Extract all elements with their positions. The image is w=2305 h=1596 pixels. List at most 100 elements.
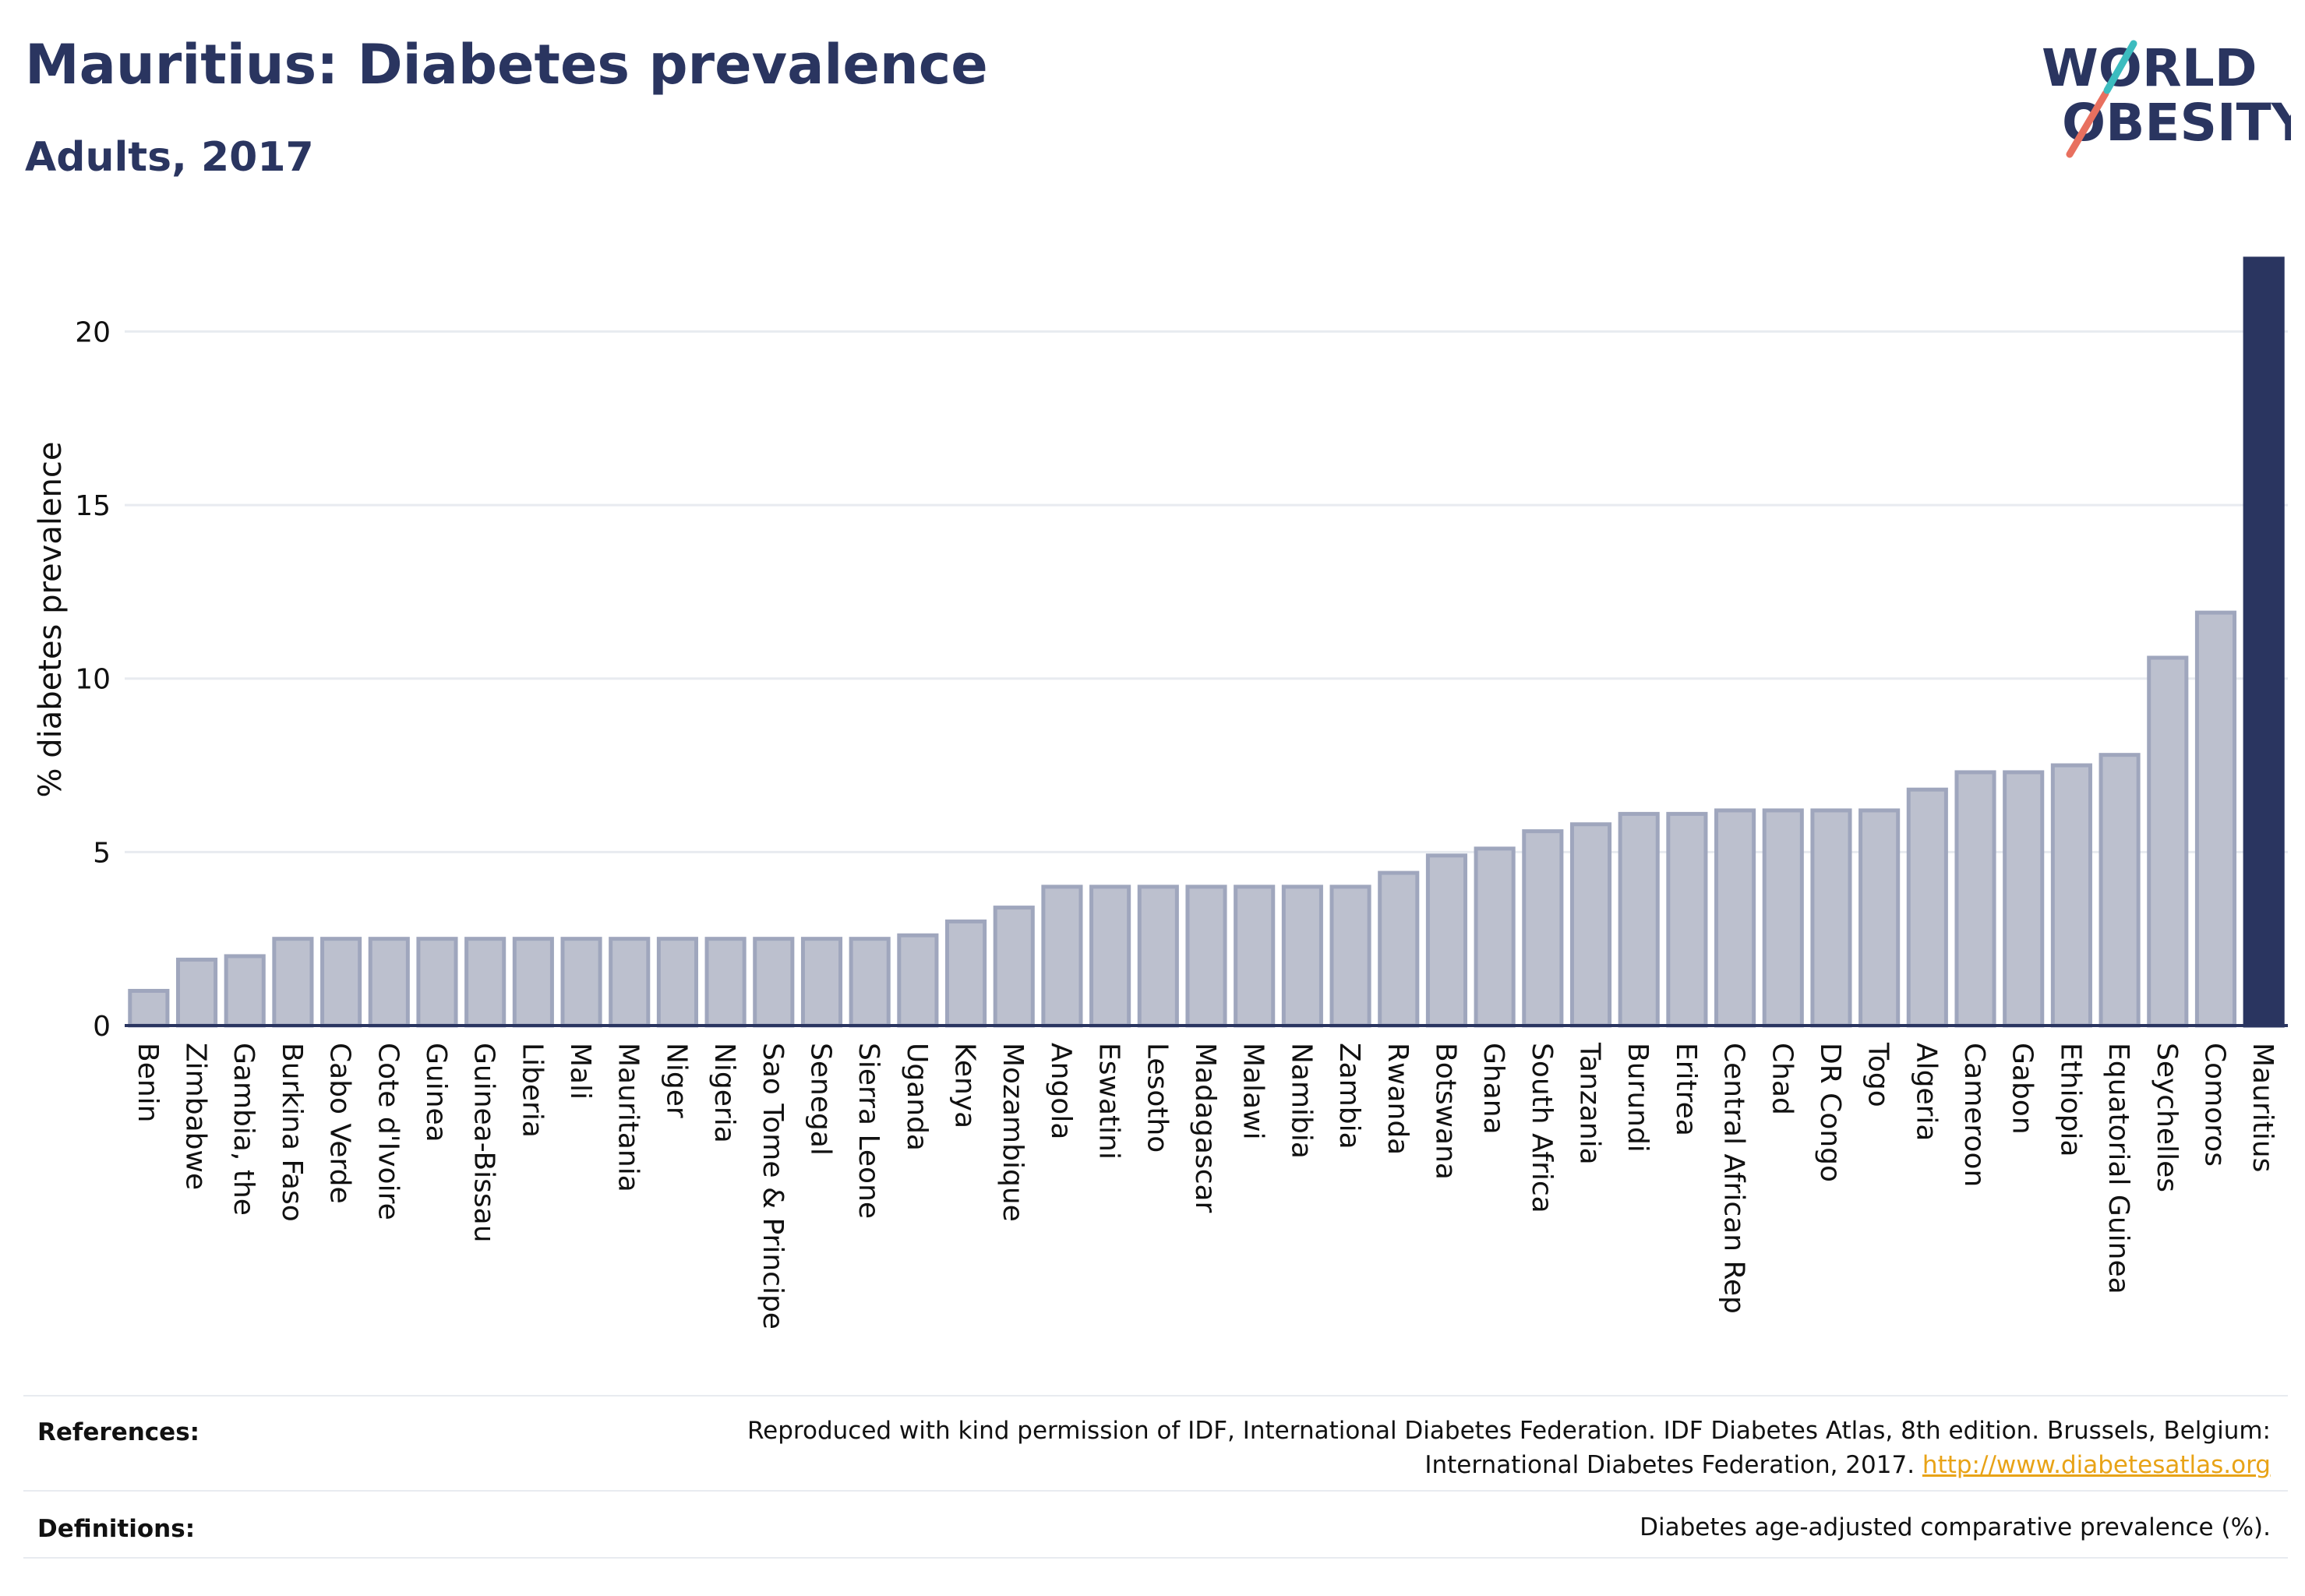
- x-tick-label: Burkina Faso: [276, 1043, 308, 1222]
- x-tick-label: Gabon: [2007, 1043, 2038, 1135]
- footer-divider-mid: [23, 1490, 2288, 1492]
- logo-line1: WORLD: [2042, 38, 2257, 98]
- bar-lesotho: [1137, 885, 1179, 1028]
- bar-namibia: [1281, 885, 1323, 1028]
- bar-zambia: [1329, 885, 1371, 1028]
- bar-nigeria: [704, 937, 747, 1028]
- x-tick-label: Mauritius: [2247, 1043, 2279, 1172]
- x-tick-label: Madagascar: [1189, 1043, 1221, 1213]
- bar-mali: [560, 937, 602, 1028]
- page-title: Mauritius: Diabetes prevalence: [25, 33, 988, 97]
- bar-south-africa: [1522, 829, 1564, 1028]
- bar-comoros: [2194, 610, 2237, 1028]
- x-tick-label: Guinea: [420, 1043, 452, 1142]
- bar-ghana: [1474, 846, 1516, 1028]
- footer-divider-bottom: [23, 1557, 2288, 1559]
- bar-niger: [656, 937, 698, 1028]
- y-axis-label: % diabetes prevalence: [33, 441, 69, 797]
- x-tick-label: Mauritania: [612, 1043, 644, 1192]
- x-tick-label: Mali: [564, 1043, 596, 1100]
- x-tick-label: Malawi: [1237, 1043, 1269, 1140]
- x-tick-label: Sao Tome & Principe: [757, 1043, 789, 1329]
- references-text: Reproduced with kind permission of IDF, …: [747, 1414, 2271, 1482]
- definitions-label: Definitions:: [37, 1515, 196, 1543]
- bar-eritrea: [1666, 811, 1708, 1028]
- x-tick-label: Botswana: [1429, 1043, 1461, 1180]
- references-line2-wrap: International Diabetes Federation, 2017.…: [747, 1448, 2271, 1482]
- x-tick-label: Sierra Leone: [852, 1043, 884, 1219]
- x-tick-label: Zimbabwe: [180, 1043, 212, 1190]
- logo-slash-lower: [2066, 90, 2109, 158]
- x-tick-label: Cameroon: [1958, 1043, 1990, 1187]
- x-tick-label: Liberia: [516, 1043, 548, 1138]
- y-tick-label: 5: [93, 837, 111, 869]
- x-tick-label: Central African Rep: [1718, 1043, 1750, 1314]
- world-obesity-logo: WORLD OBESITY: [2042, 38, 2291, 158]
- x-tick-label: Benin: [132, 1043, 164, 1122]
- x-tick-label: Ethiopia: [2054, 1043, 2086, 1157]
- x-tick-label: Lesotho: [1141, 1043, 1173, 1153]
- bar-togo: [1858, 808, 1901, 1028]
- bar-ethiopia: [2050, 763, 2092, 1028]
- bar-kenya: [944, 919, 987, 1028]
- bar-algeria: [1906, 787, 1948, 1028]
- definitions-text: Diabetes age-adjusted comparative preval…: [1640, 1513, 2271, 1541]
- y-tick-label: 20: [75, 316, 111, 348]
- x-tick-label: Rwanda: [1382, 1043, 1414, 1155]
- x-tick-label: Tanzania: [1574, 1042, 1606, 1165]
- bar-sao-tome-principe: [753, 937, 795, 1028]
- x-tick-label: Burundi: [1622, 1043, 1654, 1153]
- bar-dr-congo: [1810, 808, 1852, 1028]
- references-line1: Reproduced with kind permission of IDF, …: [747, 1417, 2271, 1445]
- references-link[interactable]: http://www.diabetesatlas.org: [1922, 1451, 2271, 1479]
- logo-slash-upper: [2103, 40, 2137, 94]
- bar-mauritania: [609, 937, 651, 1028]
- x-tick-label: Chad: [1766, 1043, 1798, 1115]
- bar-gambia-the: [224, 954, 266, 1028]
- x-tick-label: Niger: [660, 1043, 692, 1118]
- bar-mauritius: [2243, 256, 2285, 1028]
- x-tick-label: Comoros: [2198, 1043, 2230, 1167]
- bar-botswana: [1425, 853, 1468, 1028]
- x-tick-label: Eswatini: [1093, 1043, 1125, 1160]
- references-label: References:: [37, 1418, 200, 1446]
- x-tick-label: Eritrea: [1670, 1043, 1702, 1136]
- x-tick-label: Namibia: [1285, 1043, 1317, 1159]
- bar-angola: [1041, 885, 1083, 1028]
- x-tick-label: Ghana: [1477, 1043, 1509, 1135]
- x-tick-label: Zambia: [1333, 1043, 1365, 1149]
- x-tick-label: Gambia, the: [228, 1043, 259, 1216]
- x-tick-label: Nigeria: [708, 1043, 740, 1143]
- x-tick-label: Senegal: [804, 1043, 836, 1156]
- x-tick-label: Algeria: [1910, 1043, 1942, 1142]
- bar-zimbabwe: [175, 957, 218, 1028]
- bar-senegal: [800, 937, 843, 1028]
- bar-gabon: [2003, 770, 2045, 1028]
- bar-malawi: [1234, 885, 1276, 1028]
- x-tick-label: Guinea-Bissau: [468, 1043, 500, 1243]
- bar-central-african-rep: [1714, 808, 1756, 1028]
- x-tick-label: Mozambique: [997, 1043, 1029, 1222]
- x-tick-label: Seychelles: [2151, 1043, 2183, 1192]
- footer-divider-top: [23, 1395, 2288, 1396]
- x-tick-label: Togo: [1862, 1042, 1894, 1107]
- bar-liberia: [512, 937, 554, 1028]
- bar-eswatini: [1089, 885, 1131, 1028]
- bar-sierra-leone: [849, 937, 891, 1028]
- bar-seychelles: [2147, 655, 2189, 1028]
- y-tick-label: 10: [75, 664, 111, 696]
- bar-rwanda: [1378, 870, 1420, 1028]
- x-tick-label: Kenya: [949, 1043, 981, 1128]
- bar-chart: 0 5 10 15 20 Benin Zimbabwe Gambia, the Burkina …: [33, 256, 2288, 1329]
- bar-cote-d-ivoire: [368, 937, 410, 1028]
- bar-uganda: [897, 933, 939, 1028]
- x-tick-label: South Africa: [1526, 1043, 1558, 1213]
- x-tick-label: DR Congo: [1814, 1043, 1846, 1182]
- bar-burkina-faso: [272, 937, 314, 1028]
- bar-mozambique: [993, 906, 1035, 1028]
- references-line2: International Diabetes Federation, 2017.: [1424, 1451, 1915, 1479]
- x-tick-label: Cote d'Ivoire: [372, 1043, 404, 1220]
- x-tick-label: Angola: [1045, 1043, 1077, 1139]
- x-tick-label: Uganda: [901, 1043, 933, 1151]
- bar-guinea: [416, 937, 458, 1028]
